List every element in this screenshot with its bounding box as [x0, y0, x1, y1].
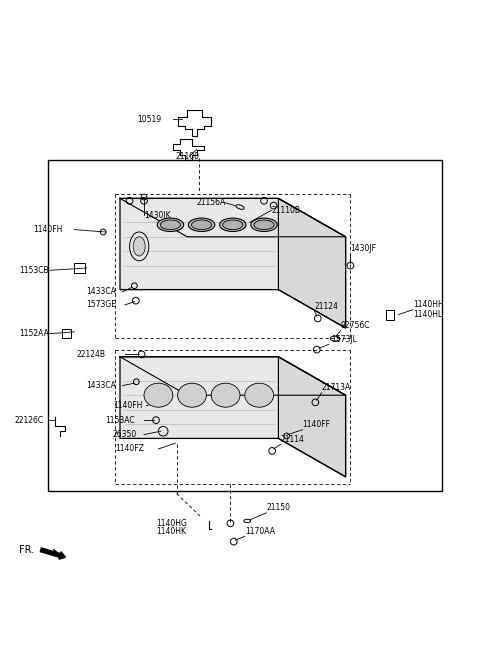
Text: 21114: 21114 [281, 435, 305, 444]
Text: 1140HK: 1140HK [156, 527, 186, 537]
Text: 1152AA: 1152AA [19, 329, 49, 338]
Text: 1573JL: 1573JL [331, 335, 357, 344]
Bar [48, 160, 442, 491]
Text: 10519: 10519 [137, 115, 161, 124]
Ellipse shape [133, 237, 145, 256]
Polygon shape [120, 198, 346, 237]
Polygon shape [278, 198, 346, 328]
Text: 1573GE: 1573GE [86, 300, 116, 310]
Text: 92756C: 92756C [341, 321, 370, 330]
Text: 1430JK: 1430JK [144, 211, 170, 220]
Ellipse shape [192, 220, 212, 230]
Polygon shape [120, 357, 346, 477]
Polygon shape [120, 198, 278, 289]
Polygon shape [120, 357, 346, 395]
Ellipse shape [236, 205, 244, 209]
Text: 22126C: 22126C [14, 416, 44, 424]
Text: 1153AC: 1153AC [106, 416, 135, 424]
Text: 1433CA: 1433CA [86, 381, 116, 390]
Text: FR.: FR. [19, 544, 35, 555]
Text: 1153CB: 1153CB [19, 266, 49, 275]
Text: 1140HL: 1140HL [413, 310, 442, 319]
Text: 21713A: 21713A [322, 384, 351, 392]
Text: 1433CA: 1433CA [86, 287, 116, 297]
Text: 1140HG: 1140HG [156, 519, 187, 528]
Text: 21156A: 21156A [197, 197, 226, 207]
Text: 1140HH: 1140HH [413, 300, 444, 310]
Ellipse shape [160, 220, 180, 230]
Ellipse shape [251, 218, 277, 232]
Ellipse shape [188, 218, 215, 232]
Text: 1140FH: 1140FH [34, 225, 63, 234]
Text: 1430JF: 1430JF [350, 244, 376, 253]
Ellipse shape [223, 220, 243, 230]
Text: 1170AA: 1170AA [245, 527, 275, 537]
Text: 1140FH: 1140FH [113, 401, 142, 410]
Ellipse shape [178, 383, 206, 407]
Text: 21124: 21124 [314, 302, 338, 311]
Bar [62, 329, 71, 338]
Bar [74, 263, 85, 273]
Ellipse shape [144, 383, 173, 407]
Text: 1140FF: 1140FF [302, 420, 330, 430]
Text: 21110B: 21110B [271, 206, 300, 215]
Text: 21100: 21100 [175, 152, 199, 161]
FancyArrow shape [40, 548, 65, 559]
Ellipse shape [157, 218, 183, 232]
Polygon shape [278, 357, 346, 477]
Bar [386, 310, 394, 320]
Ellipse shape [219, 218, 246, 232]
Ellipse shape [245, 383, 274, 407]
Ellipse shape [254, 220, 274, 230]
Polygon shape [120, 198, 346, 328]
Text: 26350: 26350 [113, 430, 137, 439]
Text: 22124B: 22124B [77, 350, 106, 359]
Text: 1140FZ: 1140FZ [115, 445, 144, 453]
Text: 21150: 21150 [266, 504, 290, 512]
Ellipse shape [211, 383, 240, 407]
Polygon shape [120, 357, 278, 438]
